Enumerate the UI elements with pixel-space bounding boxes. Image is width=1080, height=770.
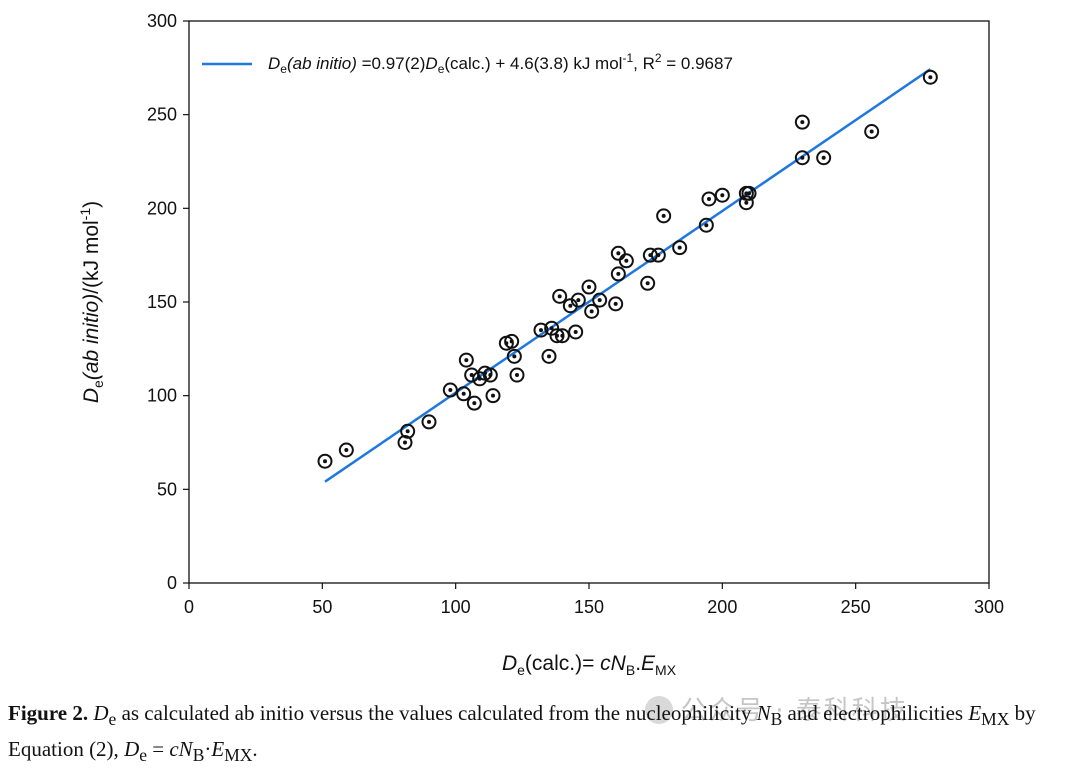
figure-caption: Figure 2. De as calculated ab initio ver… xyxy=(8,698,1072,770)
data-point xyxy=(816,150,832,166)
data-point xyxy=(608,296,624,312)
data-point xyxy=(794,114,810,130)
data-point xyxy=(552,288,568,304)
data-point xyxy=(464,367,480,383)
data-point xyxy=(466,395,482,411)
x-axis-label: De(calc.)= cNB.EMX xyxy=(502,652,677,678)
y-tick-label: 250 xyxy=(147,105,177,125)
data-point xyxy=(485,388,501,404)
y-tick-label: 100 xyxy=(147,386,177,406)
watermark-text: 公众号 · 泰科科技 xyxy=(681,696,908,726)
data-point xyxy=(864,124,880,140)
data-points xyxy=(317,69,938,469)
data-point xyxy=(504,333,520,349)
data-point xyxy=(482,367,498,383)
data-point xyxy=(568,324,584,340)
chart-ticks: 0 50 100 150 200 250 300 0 50 100 150 200 250 300 xyxy=(147,11,1004,617)
data-point xyxy=(400,423,416,439)
legend-text: De(ab initio) =0.97(2)De(calc.) + 4.6(3.… xyxy=(268,51,733,76)
x-tick-label: 100 xyxy=(441,597,471,617)
data-point xyxy=(442,382,458,398)
data-point xyxy=(698,217,714,233)
data-point xyxy=(541,348,557,364)
data-point xyxy=(650,247,666,263)
data-point xyxy=(794,150,810,166)
data-point xyxy=(922,69,938,85)
caption-text-2: and electrophilicities xyxy=(782,701,969,725)
data-point xyxy=(554,328,570,344)
wechat-logo-icon xyxy=(645,696,673,724)
data-point xyxy=(672,240,688,256)
y-tick-label: 0 xyxy=(167,573,177,593)
caption-text-1: as calculated ab initio versus the value… xyxy=(116,701,757,725)
caption-e3: E xyxy=(211,737,225,762)
data-point xyxy=(533,322,549,338)
caption-end: . xyxy=(252,737,258,762)
data-point xyxy=(509,367,525,383)
y-tick-label: 50 xyxy=(157,479,177,499)
data-point xyxy=(570,292,586,308)
y-tick-label: 200 xyxy=(147,198,177,218)
data-point xyxy=(618,253,634,269)
caption-d: D xyxy=(93,701,109,725)
data-point xyxy=(656,208,672,224)
caption-d2: D xyxy=(124,737,140,762)
data-point xyxy=(544,320,560,336)
data-point xyxy=(714,187,730,203)
caption-dot: · xyxy=(204,737,212,762)
data-point xyxy=(640,275,656,291)
caption-label: Figure 2. xyxy=(8,701,89,725)
data-point xyxy=(317,453,333,469)
data-point xyxy=(584,303,600,319)
y-tick-label: 150 xyxy=(147,292,177,312)
data-point xyxy=(421,414,437,430)
x-tick-label: 50 xyxy=(312,597,332,617)
caption-nb: N xyxy=(756,701,771,725)
watermark: 公众号 · 泰科科技 xyxy=(645,690,908,727)
x-tick-label: 150 xyxy=(574,597,604,617)
scatter-chart: 0 50 100 150 200 250 300 0 50 100 150 200 250 300 De(… xyxy=(77,11,1004,678)
caption-c: cN xyxy=(169,737,193,762)
data-point xyxy=(456,386,472,402)
data-point xyxy=(338,442,354,458)
fit-line xyxy=(324,68,932,483)
caption-eq: = xyxy=(147,737,170,762)
data-point xyxy=(741,185,757,201)
data-point xyxy=(610,266,626,282)
fit-line-group xyxy=(324,68,932,483)
x-tick-label: 250 xyxy=(841,597,871,617)
y-axis-label: De(ab initio)/(kJ mol-1) xyxy=(77,201,106,403)
data-point xyxy=(701,191,717,207)
data-point xyxy=(458,352,474,368)
data-point xyxy=(397,435,413,450)
x-tick-label: 300 xyxy=(974,597,1004,617)
data-point xyxy=(506,348,522,364)
x-tick-label: 200 xyxy=(707,597,737,617)
y-tick-label: 300 xyxy=(147,11,177,31)
legend: De(ab initio) =0.97(2)De(calc.) + 4.6(3.… xyxy=(202,51,733,76)
data-point xyxy=(581,279,597,295)
caption-e: e xyxy=(108,709,117,730)
x-tick-label: 0 xyxy=(184,597,194,617)
data-point xyxy=(738,195,754,211)
caption-nb-sub: B xyxy=(770,709,783,730)
caption-text-3: by Equation (2), xyxy=(8,701,1036,762)
caption-emx-sub: MX xyxy=(981,709,1010,730)
data-point xyxy=(610,245,626,261)
data-point xyxy=(592,292,608,308)
caption-emx: E xyxy=(968,701,982,725)
caption-e3-sub: MX xyxy=(224,745,253,766)
caption-c-sub: B xyxy=(192,745,205,766)
caption-e2: e xyxy=(139,745,148,766)
